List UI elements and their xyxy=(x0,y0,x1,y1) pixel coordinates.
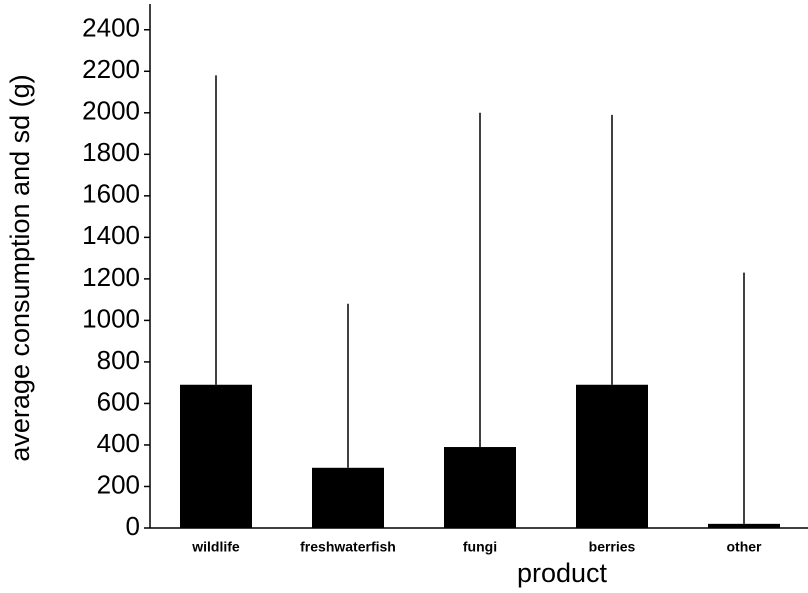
x-tick-label: fungi xyxy=(463,539,497,555)
bar xyxy=(312,467,384,528)
y-tick-label: 800 xyxy=(97,345,140,375)
y-tick-label: 1600 xyxy=(82,179,140,209)
bar xyxy=(180,384,252,528)
bar xyxy=(576,384,648,528)
bar xyxy=(708,523,780,528)
x-tick-label: wildlife xyxy=(191,539,240,555)
x-axis-label: product xyxy=(517,558,608,588)
x-tick-label: berries xyxy=(589,539,636,555)
y-tick-label: 1200 xyxy=(82,262,140,292)
y-tick-label: 600 xyxy=(97,386,140,416)
y-tick-label: 200 xyxy=(97,469,140,499)
y-axis-label: average consumption and sd (g) xyxy=(5,74,35,461)
y-tick-label: 0 xyxy=(126,511,140,541)
x-tick-label: freshwaterfish xyxy=(300,539,396,555)
y-tick-label: 2400 xyxy=(82,13,140,43)
bar xyxy=(444,447,516,528)
x-tick-label: other xyxy=(727,539,763,555)
y-tick-label: 1400 xyxy=(82,220,140,250)
y-tick-label: 2200 xyxy=(82,54,140,84)
y-tick-label: 1000 xyxy=(82,303,140,333)
y-tick-label: 1800 xyxy=(82,137,140,167)
y-tick-label: 2000 xyxy=(82,96,140,126)
y-tick-label: 400 xyxy=(97,428,140,458)
